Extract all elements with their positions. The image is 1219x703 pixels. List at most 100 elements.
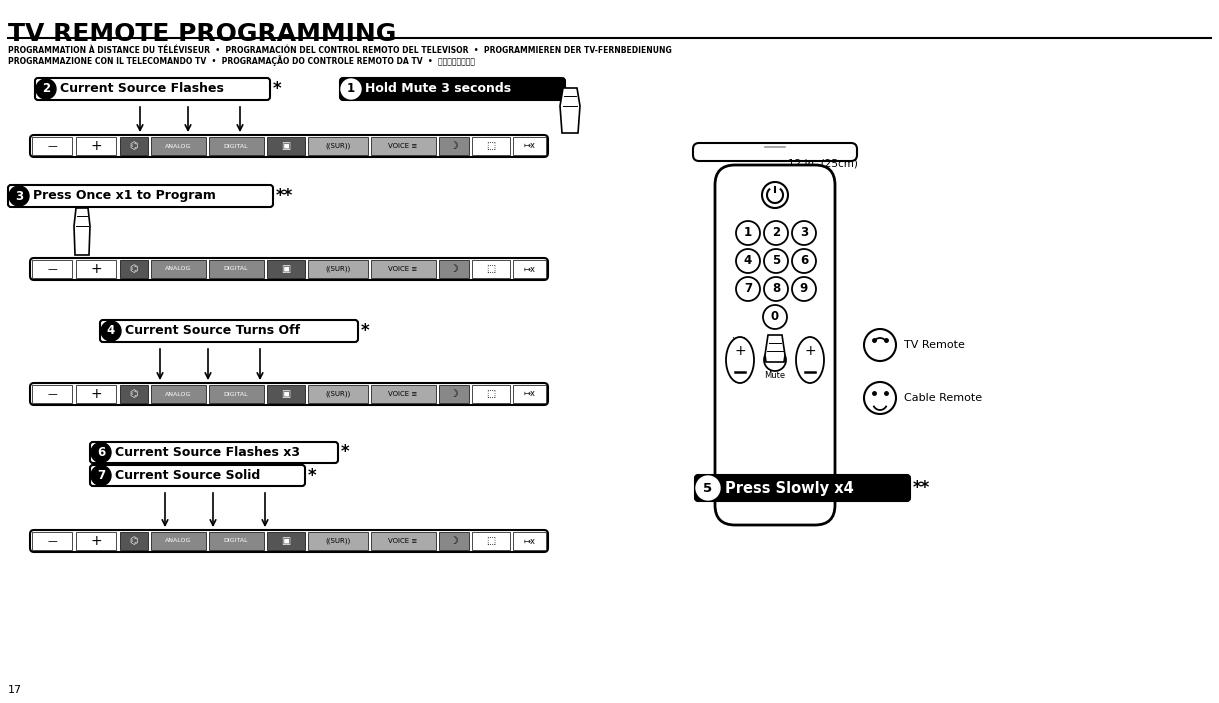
Text: 7: 7 bbox=[98, 469, 105, 482]
Text: ⬚: ⬚ bbox=[486, 141, 496, 151]
Circle shape bbox=[736, 221, 759, 245]
Circle shape bbox=[9, 186, 29, 206]
Text: ANALOG: ANALOG bbox=[165, 538, 191, 543]
Text: +: + bbox=[805, 344, 816, 358]
Text: DIGITAL: DIGITAL bbox=[224, 143, 249, 148]
Bar bbox=[513, 137, 546, 155]
Text: DIGITAL: DIGITAL bbox=[224, 392, 249, 396]
Text: 3: 3 bbox=[800, 226, 808, 240]
FancyBboxPatch shape bbox=[340, 78, 564, 100]
Circle shape bbox=[37, 79, 56, 99]
Bar bbox=[267, 260, 305, 278]
Text: Cable Remote: Cable Remote bbox=[904, 393, 983, 403]
Text: ((SUR)): ((SUR)) bbox=[325, 266, 351, 272]
Text: PROGRAMMAZIONE CON IL TELECOMANDO TV  •  PROGRAMAÇÃO DO CONTROLE REMOTO DA TV  •: PROGRAMMAZIONE CON IL TELECOMANDO TV • P… bbox=[9, 55, 475, 66]
Circle shape bbox=[764, 277, 787, 301]
Bar bbox=[208, 260, 265, 278]
Text: —: — bbox=[48, 389, 57, 399]
Text: 7: 7 bbox=[744, 283, 752, 295]
Text: ☽: ☽ bbox=[450, 536, 458, 546]
Bar bbox=[472, 260, 510, 278]
FancyBboxPatch shape bbox=[716, 165, 835, 525]
Bar bbox=[208, 532, 265, 550]
Text: ⌬: ⌬ bbox=[129, 141, 138, 151]
Circle shape bbox=[763, 305, 787, 329]
Bar bbox=[151, 532, 206, 550]
FancyBboxPatch shape bbox=[9, 185, 273, 207]
Bar bbox=[32, 385, 72, 403]
Bar bbox=[119, 385, 147, 403]
Text: +: + bbox=[90, 534, 102, 548]
FancyBboxPatch shape bbox=[30, 530, 549, 552]
FancyBboxPatch shape bbox=[30, 383, 549, 405]
Bar bbox=[472, 137, 510, 155]
Bar bbox=[32, 532, 72, 550]
FancyBboxPatch shape bbox=[100, 320, 358, 342]
Text: 2: 2 bbox=[41, 82, 50, 96]
Text: ▣: ▣ bbox=[282, 389, 290, 399]
Text: ⬚: ⬚ bbox=[486, 536, 496, 546]
Circle shape bbox=[696, 476, 720, 500]
Text: Current Source Flashes x3: Current Source Flashes x3 bbox=[115, 446, 300, 459]
Circle shape bbox=[792, 249, 816, 273]
Text: 1: 1 bbox=[347, 82, 355, 96]
Bar bbox=[472, 385, 510, 403]
Circle shape bbox=[764, 221, 787, 245]
Circle shape bbox=[91, 465, 111, 486]
Text: ▣: ▣ bbox=[282, 536, 290, 546]
Text: 8: 8 bbox=[772, 283, 780, 295]
Text: ⬚: ⬚ bbox=[486, 389, 496, 399]
Bar bbox=[308, 260, 368, 278]
Bar bbox=[76, 532, 116, 550]
FancyBboxPatch shape bbox=[692, 143, 857, 161]
Text: —: — bbox=[48, 536, 57, 546]
Text: ((SUR)): ((SUR)) bbox=[325, 391, 351, 397]
Bar bbox=[151, 385, 206, 403]
Bar bbox=[513, 532, 546, 550]
FancyBboxPatch shape bbox=[90, 442, 338, 463]
Text: Current Source Turns Off: Current Source Turns Off bbox=[126, 325, 300, 337]
Text: +: + bbox=[90, 139, 102, 153]
Bar bbox=[208, 137, 265, 155]
Polygon shape bbox=[74, 208, 90, 255]
Bar bbox=[371, 137, 436, 155]
Text: ▣: ▣ bbox=[282, 264, 290, 274]
Text: Press Slowly x4: Press Slowly x4 bbox=[725, 480, 853, 496]
Bar bbox=[439, 260, 469, 278]
Circle shape bbox=[736, 249, 759, 273]
Bar bbox=[371, 385, 436, 403]
Text: *: * bbox=[361, 322, 369, 340]
FancyBboxPatch shape bbox=[35, 78, 269, 100]
FancyBboxPatch shape bbox=[695, 475, 911, 501]
Bar bbox=[439, 137, 469, 155]
Bar bbox=[151, 260, 206, 278]
FancyBboxPatch shape bbox=[30, 135, 549, 157]
Text: Ch: Ch bbox=[805, 337, 816, 347]
Text: ⌬: ⌬ bbox=[129, 389, 138, 399]
Bar bbox=[267, 532, 305, 550]
Text: ↦x: ↦x bbox=[523, 141, 535, 150]
Text: VOICE ≡: VOICE ≡ bbox=[389, 143, 418, 149]
Text: Press Once x1 to Program: Press Once x1 to Program bbox=[33, 190, 216, 202]
Text: —: — bbox=[48, 141, 57, 151]
Bar bbox=[32, 260, 72, 278]
Circle shape bbox=[792, 221, 816, 245]
Text: *: * bbox=[341, 444, 350, 461]
Text: 0: 0 bbox=[770, 311, 779, 323]
FancyBboxPatch shape bbox=[30, 258, 549, 280]
Text: ↦x: ↦x bbox=[523, 389, 535, 399]
Circle shape bbox=[91, 442, 111, 463]
Text: ((SUR)): ((SUR)) bbox=[325, 538, 351, 544]
Text: ⌬: ⌬ bbox=[129, 536, 138, 546]
Text: ☽: ☽ bbox=[450, 264, 458, 274]
Bar bbox=[119, 532, 147, 550]
Text: +: + bbox=[734, 344, 746, 358]
Text: ☽: ☽ bbox=[450, 389, 458, 399]
Text: Mute: Mute bbox=[764, 371, 785, 380]
Text: 12 in. (25cm): 12 in. (25cm) bbox=[787, 158, 858, 168]
Bar bbox=[208, 385, 265, 403]
Text: **: ** bbox=[275, 187, 294, 205]
Ellipse shape bbox=[796, 337, 824, 383]
Text: 5: 5 bbox=[772, 254, 780, 268]
Text: VOICE ≡: VOICE ≡ bbox=[389, 266, 418, 272]
